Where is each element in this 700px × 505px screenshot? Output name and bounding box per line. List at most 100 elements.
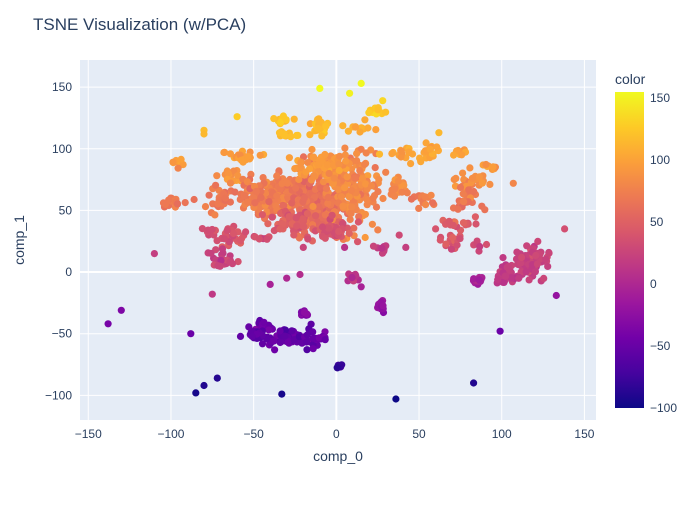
x-tick-label: 50 (412, 427, 426, 441)
data-point (287, 133, 295, 141)
data-point (422, 139, 430, 147)
data-point (315, 203, 323, 211)
data-point (335, 186, 343, 194)
y-tick-label: 100 (52, 142, 72, 156)
data-point (309, 202, 317, 211)
data-point (312, 212, 320, 220)
data-point (365, 109, 373, 117)
data-point (325, 169, 333, 178)
data-point (273, 172, 281, 180)
data-point (427, 191, 435, 199)
data-point (221, 194, 229, 202)
data-point (242, 228, 250, 236)
data-point (397, 153, 405, 161)
data-point (415, 204, 423, 212)
data-point (499, 254, 507, 262)
data-point (174, 164, 182, 172)
data-point (454, 205, 462, 213)
data-point (292, 184, 300, 192)
data-point (284, 338, 292, 346)
data-point (315, 115, 323, 123)
y-tick-label: 150 (52, 80, 72, 94)
data-point (321, 150, 329, 159)
data-point (390, 192, 399, 200)
data-point (421, 193, 429, 201)
data-point (265, 198, 273, 206)
data-point (231, 188, 239, 196)
data-point (290, 231, 298, 239)
data-point (466, 164, 474, 172)
data-point (333, 364, 341, 372)
data-point (245, 323, 253, 331)
data-point (341, 184, 349, 192)
colorbar-tick-label: −50 (650, 339, 671, 353)
data-point (540, 274, 548, 282)
data-point (486, 180, 494, 188)
data-point (241, 191, 249, 199)
data-point (545, 249, 553, 257)
data-point (200, 130, 208, 138)
data-point (368, 182, 376, 190)
data-point (496, 327, 504, 335)
data-point (374, 188, 382, 196)
data-point (470, 275, 478, 283)
data-point (375, 150, 384, 158)
data-point (339, 202, 347, 210)
data-point (432, 225, 440, 233)
data-point (257, 193, 265, 202)
data-point (378, 244, 386, 252)
data-point (458, 151, 466, 159)
data-point (302, 168, 310, 176)
data-point (338, 193, 346, 201)
data-point (341, 243, 349, 251)
data-point (341, 144, 349, 152)
data-point (470, 187, 478, 196)
data-point (260, 318, 268, 326)
data-point (341, 151, 349, 159)
y-tick-label: 50 (59, 203, 73, 217)
data-point (450, 151, 458, 159)
data-point (224, 170, 232, 178)
x-tick-label: −150 (75, 427, 102, 441)
x-axis-label: comp_0 (313, 448, 363, 464)
data-point (354, 218, 362, 226)
data-point (323, 161, 331, 169)
data-point (523, 242, 531, 250)
data-point (226, 150, 234, 158)
data-point (282, 116, 290, 124)
chart-title: TSNE Visualization (w/PCA) (33, 15, 246, 34)
data-point (285, 154, 293, 162)
data-point (346, 89, 354, 97)
data-point (355, 213, 363, 221)
data-point (300, 194, 308, 202)
x-tick-label: 150 (574, 427, 594, 441)
data-point (252, 187, 260, 195)
data-point (303, 331, 311, 339)
data-point (309, 328, 317, 336)
data-point (272, 202, 280, 210)
colorbar-tick-label: −100 (650, 401, 677, 415)
data-point (476, 242, 484, 251)
data-point (372, 203, 381, 211)
data-point (259, 174, 267, 182)
data-point (531, 268, 540, 276)
data-point (314, 161, 322, 169)
data-point (502, 272, 510, 280)
colorbar (615, 92, 644, 408)
data-point (270, 337, 278, 345)
data-point (271, 346, 279, 354)
data-point (266, 280, 274, 288)
data-point (343, 173, 351, 181)
data-point (117, 306, 125, 314)
data-point (379, 302, 387, 310)
data-point (379, 97, 387, 105)
data-point (371, 164, 379, 172)
data-point (433, 143, 441, 151)
data-point (324, 199, 332, 207)
data-point (214, 262, 222, 270)
colorbar-title: color (615, 71, 646, 87)
data-point (402, 243, 410, 251)
data-point (426, 145, 434, 153)
data-point (299, 243, 307, 251)
